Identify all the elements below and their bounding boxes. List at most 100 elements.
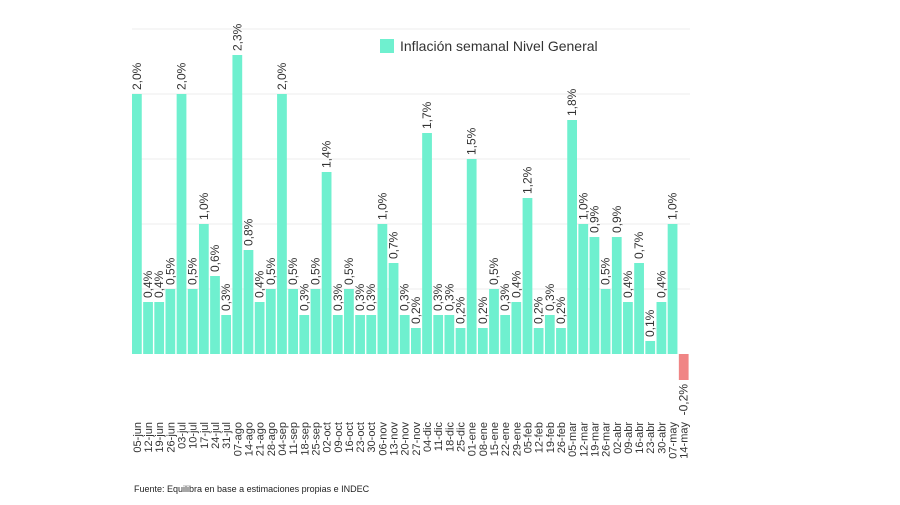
value-label-09-oct: 0,3% [331,283,345,311]
value-label-03-jul: 2,0% [175,62,189,90]
tick-label-23-oct: 23-oct [355,422,367,453]
value-label-12-feb: 0,2% [532,296,546,324]
tick-label-02-oct: 02-oct [322,422,334,453]
bar-23-oct [355,315,365,354]
tick-label-11-dic: 11-dic [433,422,445,452]
tick-label-26-mar: 26-mar [601,422,613,457]
tick-label-19-mar: 19-mar [589,422,601,457]
bar-05-feb [522,198,533,354]
tick-label-07-ago: 07-ago [232,422,244,456]
bar-19-mar [589,237,600,354]
tick-label-11-sep: 11-sep [288,422,300,455]
value-label-23-abr: 0,1% [643,309,657,337]
tick-label-14-ago: 14-ago [243,422,255,456]
value-label-04-dic: 1,7% [420,101,434,129]
value-label-17-jul: 1,0% [197,192,211,220]
tick-label-09-oct: 09-oct [333,422,345,453]
value-label-02-abr: 0,9% [610,205,624,233]
x-tick-labels: 05-jun 12-jun 19-jun 26-jun 03-jul 10-jul 17-j… [132,422,691,459]
value-label-30-abr: 0,4% [654,270,668,298]
tick-label-16-oct: 16-oct [344,422,356,453]
value-label-26-jun: 0,5% [163,257,177,285]
value-label-24-jul: 0,6% [208,244,222,272]
bar-12-mar [578,224,589,354]
tick-label-04-dic: 04-dic [422,422,434,452]
tick-label-19-feb: 19-feb [545,422,557,453]
legend-swatch [380,39,394,53]
bar-12-feb [533,328,544,354]
bar-02-abr [611,237,622,354]
bar-14-may [678,354,689,380]
bar-08-ene [477,328,488,354]
bars [132,55,689,380]
bar-01-ene [466,159,477,354]
bar-04-dic [422,133,432,354]
value-label-13-nov: 0,7% [387,231,401,259]
bar-05-mar [567,120,577,354]
value-label-05-feb: 1,2% [520,166,534,194]
bar-06-nov [377,224,388,354]
tick-label-12-mar: 12-mar [578,422,590,457]
value-label-23-oct: 0,3% [353,283,367,311]
bar-12-jun [143,302,153,354]
value-label-29-ene: 0,4% [509,270,523,298]
value-label-16-abr: 0,7% [632,231,646,259]
tick-label-23-abr: 23-abr [645,422,657,454]
bar-17-jul [198,224,209,354]
bar-18-sep [299,315,310,354]
value-label-21-ago: 0,4% [253,270,267,298]
bar-09-oct [332,315,343,354]
value-label-19-feb: 0,3% [543,283,557,311]
tick-label-26-feb: 26-feb [556,422,568,453]
legend: Inflación semanal Nivel General [380,38,598,54]
tick-label-25-dic: 25-dic [456,422,468,452]
bar-31-jul [221,315,232,354]
bar-18-dic [444,315,455,354]
tick-label-06-nov: 06-nov [377,422,389,456]
value-label-14-ago: 0,8% [241,218,255,246]
value-label-14-may: -0,2% [677,384,691,416]
tick-label-12-jun: 12-jun [143,422,155,453]
bar-11-dic [433,315,444,354]
bar-26-feb [556,328,566,354]
tick-label-17-jul: 17-jul [199,422,211,449]
bar-22-ene [500,315,511,354]
bar-15-ene [489,289,499,354]
tick-label-09-abr: 09-abr [623,422,635,454]
bar-20-nov [399,315,410,354]
tick-label-30-oct: 30-oct [366,422,378,453]
tick-label-12-feb: 12-feb [534,422,546,453]
tick-label-18-dic: 18-dic [444,422,456,452]
tick-label-13-nov: 13-nov [389,422,401,456]
value-label-27-nov: 0,2% [409,296,423,324]
bar-05-jun [132,94,142,354]
source-note: Fuente: Equilibra en base a estimaciones… [134,484,370,494]
value-label-30-oct: 0,3% [364,283,378,311]
tick-label-18-sep: 18-sep [299,422,311,456]
bar-10-jul [187,289,198,354]
tick-label-14-may: 14-may [679,422,691,459]
value-label-18-sep: 0,3% [297,283,311,311]
tick-label-02-abr: 02-abr [612,422,624,454]
bar-09-abr [623,302,633,354]
tick-label-21-ago: 21-ago [255,422,267,456]
bar-28-ago [265,289,276,354]
bar-25-dic [455,328,466,354]
tick-label-19-jun: 19-jun [154,422,166,453]
bar-30-abr [656,302,667,354]
bar-16-abr [634,263,644,354]
tick-label-24-jul: 24-jul [210,422,222,449]
tick-label-20-nov: 20-nov [400,422,412,456]
tick-label-16-abr: 16-abr [634,422,646,454]
value-label-11-dic: 0,3% [431,283,445,311]
bar-19-feb [544,315,555,354]
tick-label-27-nov: 27-nov [411,422,423,456]
value-label-07-ago: 2,3% [230,23,244,51]
value-label-26-mar: 0,5% [599,257,613,285]
tick-label-05-feb: 05-feb [522,422,534,453]
value-label-22-ene: 0,3% [498,283,512,311]
tick-label-05-mar: 05-mar [567,422,579,457]
tick-label-10-jul: 10-jul [188,422,200,449]
tick-label-22-ene: 22-ene [500,422,512,456]
